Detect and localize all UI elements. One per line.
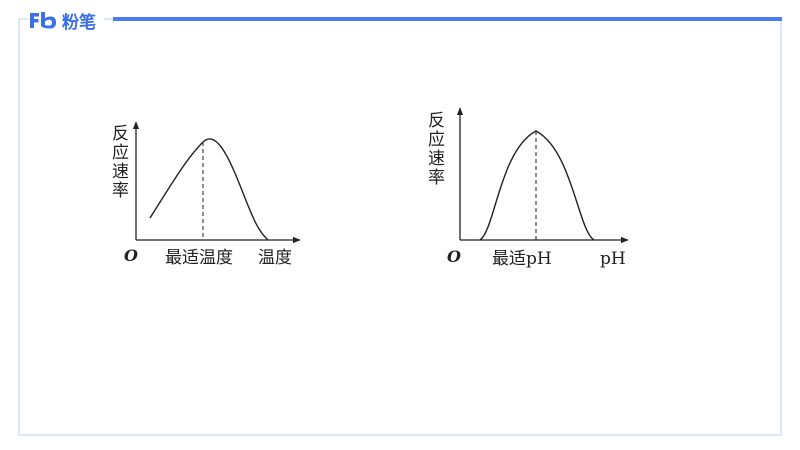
left-y-label-char-3: 速: [112, 162, 129, 182]
left-y-label-char-4: 率: [112, 181, 129, 201]
brand-logo: 粉笔: [28, 8, 104, 33]
brand-name: 粉笔: [62, 12, 96, 33]
left-y-label-char-2: 应: [112, 143, 129, 163]
left-origin-label: O: [124, 246, 138, 265]
right-rate-curve: [479, 130, 595, 241]
temperature-rate-diagram: 反 应 速 率 O 最适温度 温度: [112, 121, 301, 268]
right-y-label-char-1: 反: [428, 111, 445, 131]
right-x-label: pH: [600, 249, 626, 269]
right-optimum-label: 最适pH: [492, 249, 552, 269]
left-rate-curve: [149, 138, 269, 241]
right-y-label-char-2: 应: [428, 130, 445, 150]
left-optimum-label: 最适温度: [165, 248, 233, 268]
right-origin-label: O: [447, 247, 461, 266]
left-y-label-char-1: 反: [112, 124, 129, 144]
left-x-label: 温度: [258, 248, 292, 268]
header-accent-line: [113, 17, 782, 21]
right-y-label-char-4: 率: [428, 168, 445, 188]
ph-rate-diagram: 反 应 速 率 O 最适pH pH: [428, 107, 629, 269]
fenbi-logo-icon: [30, 12, 56, 29]
right-y-label-char-3: 速: [428, 149, 445, 169]
